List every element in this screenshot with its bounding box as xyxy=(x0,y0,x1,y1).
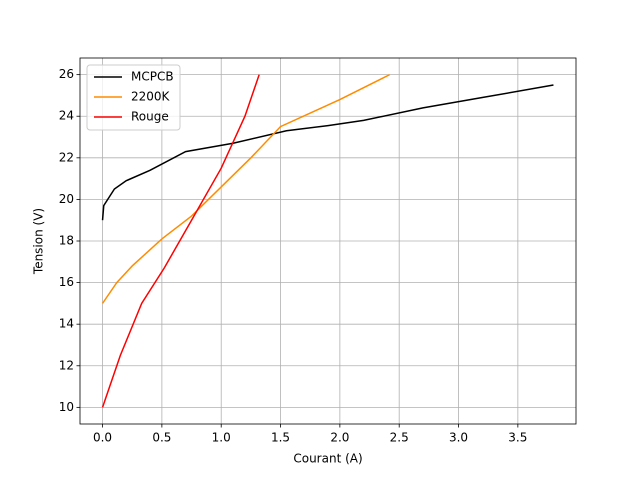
x-tick-label: 3.5 xyxy=(508,431,527,445)
y-tick-label: 10 xyxy=(59,400,74,414)
legend-label: 2200K xyxy=(131,90,171,104)
y-tick-label: 24 xyxy=(59,109,74,123)
y-tick-label: 22 xyxy=(59,150,74,164)
y-tick-label: 20 xyxy=(59,192,74,206)
y-tick-label: 16 xyxy=(59,275,74,289)
x-tick-label: 0.0 xyxy=(93,431,112,445)
y-tick-label: 26 xyxy=(59,67,74,81)
legend-box xyxy=(86,64,181,131)
y-tick-label: 18 xyxy=(59,234,74,248)
y-tick-label: 12 xyxy=(59,358,74,372)
x-tick-label: 2.5 xyxy=(390,431,409,445)
plot-frame xyxy=(79,57,577,425)
legend-label: MCPCB xyxy=(131,70,174,84)
legend-label: Rouge xyxy=(131,110,169,124)
line xyxy=(101,74,260,408)
x-tick-label: 2.0 xyxy=(330,431,349,445)
x-tick-label: 0.5 xyxy=(152,431,171,445)
x-tick-label: 1.5 xyxy=(271,431,290,445)
y-tick-label: 14 xyxy=(59,317,74,331)
y-axis-label: Tension (V) xyxy=(32,208,46,275)
x-tick-label: 3.0 xyxy=(449,431,468,445)
line xyxy=(101,73,391,304)
x-axis-label: Courant (A) xyxy=(293,452,362,466)
x-tick-label: 1.0 xyxy=(212,431,231,445)
